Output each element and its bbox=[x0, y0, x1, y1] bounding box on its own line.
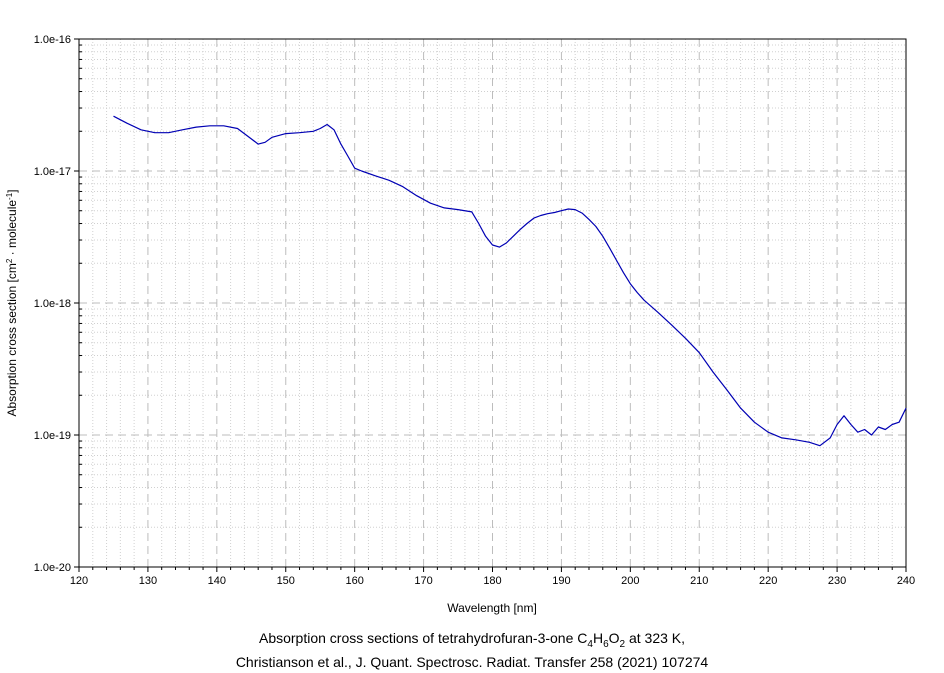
x-tick-label: 160 bbox=[345, 575, 363, 587]
x-tick-label: 120 bbox=[70, 575, 88, 587]
x-tick-label: 190 bbox=[552, 575, 570, 587]
x-tick-label: 130 bbox=[139, 575, 157, 587]
x-tick-label: 170 bbox=[414, 575, 432, 587]
x-tick-label: 240 bbox=[897, 575, 915, 587]
chart: 120 130 140 150 160 170 180 190 200 210 220 230 240 1… bbox=[5, 34, 916, 615]
y-tick-label: 1.0e-16 bbox=[34, 34, 71, 46]
x-tick-label: 140 bbox=[208, 575, 226, 587]
y-tick-label: 1.0e-18 bbox=[34, 298, 71, 310]
series-layer bbox=[113, 115, 907, 447]
chart-caption-line1: Absorption cross sections of tetrahydrof… bbox=[258, 630, 686, 650]
x-tick-label: 180 bbox=[483, 575, 501, 587]
x-axis-title: Wavelength [nm] bbox=[447, 601, 537, 615]
x-tick-label: 150 bbox=[277, 575, 295, 587]
y-tick-label: 1.0e-17 bbox=[34, 166, 71, 178]
y-tick-label: 1.0e-20 bbox=[34, 562, 71, 574]
axis-ticks: 120 130 140 150 160 170 180 190 200 210 220 230 240 1… bbox=[34, 34, 915, 587]
x-tick-label: 230 bbox=[828, 575, 846, 587]
grid bbox=[79, 39, 906, 567]
chart-caption-line2: Christianson et al., J. Quant. Spectrosc… bbox=[235, 654, 709, 670]
x-tick-label: 210 bbox=[690, 575, 708, 587]
y-tick-label: 1.0e-19 bbox=[34, 430, 71, 442]
x-tick-label: 220 bbox=[759, 575, 777, 587]
x-tick-label: 200 bbox=[621, 575, 639, 587]
y-axis-title: Absorption cross section [cm2 · molecule… bbox=[5, 189, 20, 416]
series-line bbox=[113, 115, 907, 447]
